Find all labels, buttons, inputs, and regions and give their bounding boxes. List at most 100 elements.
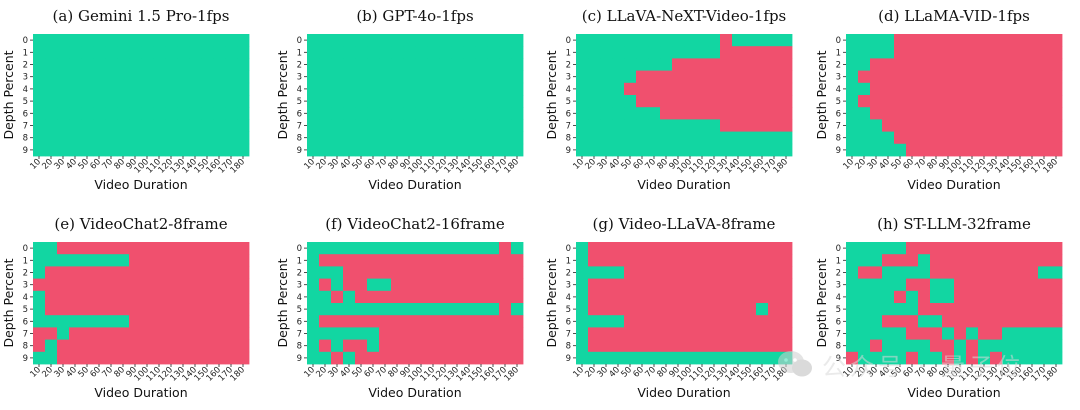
heatmap-cell: [942, 34, 955, 47]
heatmap-cell: [858, 278, 871, 292]
heatmap-cell: [105, 95, 118, 108]
heatmap-cell: [487, 266, 500, 279]
heatmap-cell: [1050, 58, 1063, 71]
heatmap-cell: [129, 34, 142, 47]
heatmap-cell: [165, 315, 178, 328]
heatmap-cell: [576, 143, 589, 157]
heatmap-cell: [870, 290, 883, 304]
heatmap-cell: [696, 266, 709, 279]
y-tick-label: 7: [566, 122, 571, 132]
heatmap-cell: [225, 339, 238, 353]
heatmap-cell: [1038, 242, 1051, 255]
heatmap-cell: [648, 278, 661, 292]
heatmap-cell: [201, 266, 214, 279]
heatmap-cell: [846, 143, 859, 157]
heatmap-cell: [475, 107, 488, 120]
heatmap-cell: [720, 303, 733, 316]
heatmap-cell: [966, 143, 979, 157]
heatmap-cell: [768, 70, 781, 84]
heatmap-cell: [612, 303, 625, 316]
heatmap-cell: [343, 82, 356, 96]
heatmap-cell: [918, 290, 931, 304]
heatmap-cell: [636, 315, 649, 328]
heatmap-cell: [129, 82, 142, 96]
heatmap-cell: [708, 278, 721, 292]
heatmap-cell: [756, 58, 769, 71]
heatmap-cell: [463, 266, 476, 279]
heatmap-cell: [1002, 254, 1015, 267]
heatmap-cell: [990, 351, 1003, 365]
heatmap-cell: [624, 242, 637, 255]
y-tick-label: 5: [23, 305, 28, 315]
heatmap-cell: [225, 315, 238, 328]
heatmap-cell: [744, 266, 757, 279]
heatmap-cell: [600, 131, 613, 145]
heatmap-cell: [882, 339, 895, 353]
x-axis-label: Video Duration: [94, 385, 187, 400]
heatmap-cell: [978, 95, 991, 108]
heatmap-cell: [1026, 143, 1039, 157]
heatmap-cell: [870, 143, 883, 157]
heatmap-cell: [744, 95, 757, 108]
heatmap-cell: [81, 46, 94, 59]
heatmap-cell: [487, 58, 500, 71]
heatmap-cell: [343, 46, 356, 59]
heatmap-cell: [978, 34, 991, 47]
heatmap-cell: [1038, 303, 1051, 316]
heatmap-cell: [379, 242, 392, 255]
heatmap-cell: [966, 131, 979, 145]
heatmap-cell: [343, 327, 356, 340]
heatmap-cell: [499, 131, 512, 145]
heatmap-cell: [237, 58, 250, 71]
heatmap-cell: [708, 119, 721, 132]
heatmap-cell: [978, 339, 991, 353]
heatmap-cell: [882, 143, 895, 157]
heatmap-cell: [660, 278, 673, 292]
heatmap-cell: [129, 95, 142, 108]
heatmap-cell: [720, 315, 733, 328]
heatmap-cell: [331, 266, 344, 279]
heatmap-cell: [403, 143, 416, 157]
heatmap-cell: [153, 351, 166, 365]
heatmap-cell: [45, 34, 58, 47]
heatmap-cell: [439, 143, 452, 157]
heatmap-cell: [1038, 70, 1051, 84]
heatmap-cell: [165, 143, 178, 157]
heatmap-cell: [612, 107, 625, 120]
heatmap-cell: [153, 34, 166, 47]
heatmap-cell: [576, 58, 589, 71]
y-tick-label: 8: [566, 134, 571, 144]
heatmap-cell: [45, 351, 58, 365]
heatmap-cell: [511, 339, 524, 353]
heatmap-cell: [511, 70, 524, 84]
heatmap-cell: [648, 131, 661, 145]
heatmap-cell: [69, 143, 82, 157]
heatmap-cell: [1014, 119, 1027, 132]
heatmap-cell: [906, 131, 919, 145]
heatmap-cell: [978, 70, 991, 84]
heatmap-cell: [439, 266, 452, 279]
heatmap-cell: [319, 82, 332, 96]
heatmap-cell: [403, 266, 416, 279]
heatmap-cell: [624, 58, 637, 71]
heatmap-cell: [846, 70, 859, 84]
heatmap-cell: [45, 131, 58, 145]
heatmap-cell: [780, 131, 793, 145]
heatmap-cell: [780, 254, 793, 267]
heatmap-cell: [475, 46, 488, 59]
y-tick-label: 9: [23, 354, 28, 364]
heatmap-cell: [391, 315, 404, 328]
heatmap-cell: [165, 46, 178, 59]
heatmap-cell: [1026, 254, 1039, 267]
heatmap-cell: [588, 266, 601, 279]
heatmap-cell: [379, 290, 392, 304]
heatmap-cell: [708, 266, 721, 279]
heatmap-cell: [367, 315, 380, 328]
heatmap-cell: [463, 143, 476, 157]
heatmap-cell: [978, 119, 991, 132]
heatmap-cell: [403, 278, 416, 292]
heatmap-cell: [307, 351, 320, 365]
heatmap-cell: [463, 95, 476, 108]
heatmap-cell: [213, 339, 226, 353]
heatmap-cell: [600, 303, 613, 316]
